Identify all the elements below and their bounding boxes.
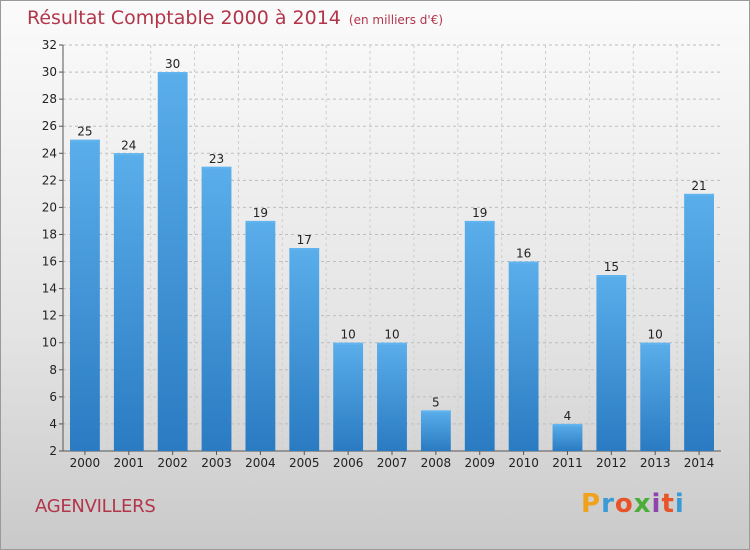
bar-2002 xyxy=(157,72,188,452)
bar-2013 xyxy=(640,342,671,451)
x-tick-label-2014: 2014 xyxy=(684,456,715,470)
logo-letter: i xyxy=(674,489,685,519)
bar-2009 xyxy=(464,220,495,451)
chart-title: Résultat Comptable 2000 à 2014 (en millie… xyxy=(27,7,443,29)
chart-subtitle: (en milliers d'€) xyxy=(348,13,444,27)
data-label-2008: 5 xyxy=(432,395,440,409)
x-tick-label-2008: 2008 xyxy=(421,456,452,470)
labels: 2468101214161820222426283032252000242001… xyxy=(42,38,715,470)
bar-2014 xyxy=(684,193,714,451)
y-tick-label: 4 xyxy=(49,417,57,431)
data-label-2006: 10 xyxy=(340,328,355,342)
y-tick-label: 32 xyxy=(42,38,57,52)
bar-2004 xyxy=(245,220,276,451)
data-label-2003: 23 xyxy=(209,152,224,166)
y-tick-label: 18 xyxy=(42,227,57,241)
y-tick-label: 22 xyxy=(42,173,57,187)
x-tick-label-2005: 2005 xyxy=(289,456,320,470)
y-tick-label: 20 xyxy=(42,200,57,214)
y-tick-label: 26 xyxy=(42,119,57,133)
data-label-2004: 19 xyxy=(253,206,268,220)
x-tick-label-2006: 2006 xyxy=(333,456,364,470)
bar-2008 xyxy=(420,410,451,451)
x-tick-label-2007: 2007 xyxy=(377,456,408,470)
y-tick-label: 2 xyxy=(49,444,57,458)
x-tick-label-2013: 2013 xyxy=(640,456,671,470)
y-tick-label: 12 xyxy=(42,309,57,323)
bar-2011 xyxy=(552,423,583,451)
y-tick-label: 16 xyxy=(42,255,57,269)
data-label-2010: 16 xyxy=(516,247,531,261)
x-tick-label-2001: 2001 xyxy=(114,456,145,470)
logo-letter: o xyxy=(614,489,634,519)
x-tick-label-2010: 2010 xyxy=(508,456,539,470)
data-label-2013: 10 xyxy=(648,328,663,342)
logo-letter: x xyxy=(633,489,652,519)
bar-2010 xyxy=(508,261,539,451)
bar-2005 xyxy=(289,248,320,451)
y-tick-label: 14 xyxy=(42,282,57,296)
data-label-2009: 19 xyxy=(472,206,487,220)
data-label-2002: 30 xyxy=(165,57,180,71)
bar-2006 xyxy=(333,342,364,451)
logo-letter: r xyxy=(601,489,615,519)
x-tick-label-2000: 2000 xyxy=(70,456,101,470)
x-tick-label-2003: 2003 xyxy=(201,456,232,470)
data-label-2014: 21 xyxy=(691,179,706,193)
proxiti-logo: Proxiti xyxy=(581,489,685,519)
x-tick-label-2002: 2002 xyxy=(157,456,188,470)
chart-title-text: Résultat Comptable 2000 à 2014 xyxy=(27,7,341,29)
x-tick-label-2004: 2004 xyxy=(245,456,276,470)
data-label-2000: 25 xyxy=(77,125,92,139)
bar-2001 xyxy=(113,153,144,451)
x-tick-label-2011: 2011 xyxy=(552,456,583,470)
data-label-2007: 10 xyxy=(384,328,399,342)
location-name: AGENVILLERS xyxy=(35,496,156,517)
y-tick-label: 10 xyxy=(42,336,57,350)
x-tick-label-2009: 2009 xyxy=(464,456,495,470)
data-label-2005: 17 xyxy=(297,233,312,247)
y-tick-label: 28 xyxy=(42,92,57,106)
logo-letter: i xyxy=(651,489,662,519)
bar-2000 xyxy=(70,139,100,451)
y-tick-label: 24 xyxy=(42,146,57,160)
bar-2012 xyxy=(596,275,627,451)
data-label-2011: 4 xyxy=(564,409,572,423)
logo-letter: t xyxy=(661,489,675,519)
y-tick-label: 8 xyxy=(49,363,57,377)
bar-2007 xyxy=(377,342,407,451)
x-tick-label-2012: 2012 xyxy=(596,456,627,470)
y-tick-label: 30 xyxy=(42,65,57,79)
bars xyxy=(70,72,714,452)
data-label-2001: 24 xyxy=(121,138,136,152)
y-tick-label: 6 xyxy=(49,390,57,404)
data-label-2012: 15 xyxy=(604,260,619,274)
bar-2003 xyxy=(201,166,232,452)
logo-letter: P xyxy=(581,489,602,519)
